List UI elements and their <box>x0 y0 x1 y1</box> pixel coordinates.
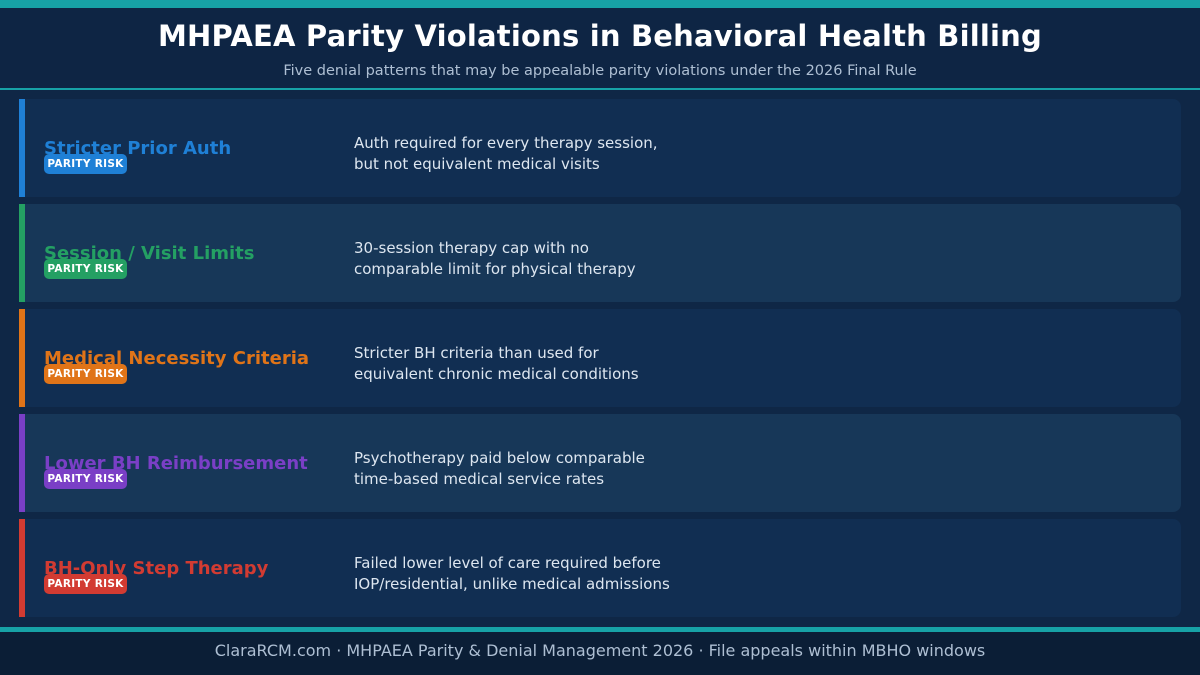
parity-risk-badge: PARITY RISK <box>44 364 127 384</box>
description-line: comparable limit for physical therapy <box>354 260 636 278</box>
parity-risk-badge: PARITY RISK <box>44 259 127 279</box>
row-accent-bar <box>19 414 25 512</box>
parity-risk-badge: PARITY RISK <box>44 154 127 174</box>
violation-title: Session / Visit Limits <box>44 243 255 264</box>
violation-description: 30-session therapy cap with no comparabl… <box>354 238 636 280</box>
parity-risk-badge: PARITY RISK <box>44 469 127 489</box>
row-accent-bar <box>19 204 25 302</box>
row-accent-bar <box>19 519 25 617</box>
violation-title: BH-Only Step Therapy <box>44 558 269 579</box>
page-footer: ClaraRCM.com · MHPAEA Parity & Denial Ma… <box>0 632 1200 675</box>
top-accent-bar <box>0 0 1200 8</box>
page-title: MHPAEA Parity Violations in Behavioral H… <box>158 19 1042 53</box>
description-line: but not equivalent medical visits <box>354 155 600 173</box>
violation-row-step-therapy: BH-Only Step Therapy PARITY RISK Failed … <box>19 519 1181 617</box>
row-accent-bar <box>19 309 25 407</box>
footer-text: ClaraRCM.com · MHPAEA Parity & Denial Ma… <box>214 641 986 660</box>
description-line: Stricter BH criteria than used for <box>354 344 599 362</box>
violation-title: Medical Necessity Criteria <box>44 348 310 369</box>
violation-description: Psychotherapy paid below comparable time… <box>354 448 645 490</box>
description-line: equivalent chronic medical conditions <box>354 365 639 383</box>
footer-divider <box>0 627 1200 632</box>
parity-risk-badge: PARITY RISK <box>44 574 127 594</box>
description-line: IOP/residential, unlike medical admissio… <box>354 575 670 593</box>
violation-row-reimbursement: Lower BH Reimbursement PARITY RISK Psych… <box>19 414 1181 512</box>
page-header: MHPAEA Parity Violations in Behavioral H… <box>0 8 1200 88</box>
violation-title: Stricter Prior Auth <box>44 138 232 159</box>
header-divider <box>0 88 1200 90</box>
description-line: Auth required for every therapy session, <box>354 134 658 152</box>
row-accent-bar <box>19 99 25 197</box>
description-line: time-based medical service rates <box>354 470 605 488</box>
page-subtitle: Five denial patterns that may be appeala… <box>283 63 917 79</box>
violation-description: Stricter BH criteria than used for equiv… <box>354 343 639 385</box>
violation-row-prior-auth: Stricter Prior Auth PARITY RISK Auth req… <box>19 99 1181 197</box>
description-line: 30-session therapy cap with no <box>354 239 589 257</box>
description-line: Psychotherapy paid below comparable <box>354 449 645 467</box>
violation-title: Lower BH Reimbursement <box>44 453 308 474</box>
violation-description: Auth required for every therapy session,… <box>354 133 658 175</box>
description-line: Failed lower level of care required befo… <box>354 554 661 572</box>
violation-row-session-limits: Session / Visit Limits PARITY RISK 30-se… <box>19 204 1181 302</box>
violation-description: Failed lower level of care required befo… <box>354 553 670 595</box>
violation-row-medical-necessity: Medical Necessity Criteria PARITY RISK S… <box>19 309 1181 407</box>
